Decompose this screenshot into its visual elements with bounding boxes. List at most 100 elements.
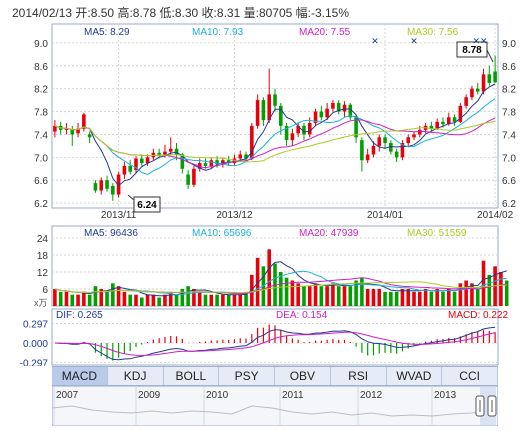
open-value: 8.50: [90, 6, 115, 20]
volume-bar: [134, 294, 138, 306]
volume-bar: [371, 289, 376, 306]
candle-body: [186, 174, 190, 185]
vol-ma30-line: [54, 281, 507, 294]
volume-tick-label: 24: [37, 234, 49, 245]
volume-bar: [267, 249, 272, 306]
price-x-tick-label: 2014/01: [367, 210, 404, 221]
candle-body: [203, 163, 208, 166]
legend-ma10: MA10: 7.93: [192, 27, 244, 38]
event-marker-icon: ✕: [410, 36, 418, 46]
volume-tick-label: 12: [37, 268, 49, 279]
candle-body: [284, 125, 289, 141]
macd-tick-label: 0.297: [23, 320, 48, 331]
candle-body: [278, 105, 283, 126]
volume-bar: [441, 291, 445, 306]
volume-bar: [238, 294, 243, 306]
volume-bar: [87, 294, 92, 306]
candle-body: [354, 117, 358, 138]
navigator-frame: [52, 386, 498, 426]
volume-bar: [122, 291, 127, 306]
volume-bar: [499, 272, 503, 306]
price-y-axis-left: 9.0 8.6 8.2 7.8 7.4 7.0 6.6 6.2: [34, 39, 48, 210]
range-navigator[interactable]: 2007 2009 2010 2011 2012 2013: [52, 386, 498, 426]
price-tick-label: 6.2: [502, 199, 516, 210]
volume-bar: [319, 286, 324, 306]
volume-bar: [192, 289, 196, 306]
vol-legend-ma10: MA10: 65696: [192, 228, 252, 239]
candle-body: [446, 117, 451, 125]
volume-bar: [53, 289, 57, 306]
macd-panel: 0.297 0.000 -0.297 DIF: 0.265 DEA: 0.154 M…: [20, 308, 508, 366]
candle-body: [267, 94, 272, 121]
low-value: 8.30: [174, 6, 199, 20]
indicator-tabs: MACD KDJ BOLL PSY OBV RSI WVAD CCI: [52, 366, 498, 386]
navigator-area-line: [52, 405, 483, 417]
tab-cci[interactable]: CCI: [442, 367, 498, 385]
candle-body: [365, 154, 370, 161]
quote-header: 2014/02/13 开:8.50 高:8.78 低:8.30 收:8.31 量…: [12, 4, 349, 21]
vol-legend-ma5: MA5: 96436: [84, 228, 138, 239]
candle-body: [394, 151, 399, 158]
moving-average-lines: [54, 83, 496, 187]
volume-ma-lines: [54, 261, 507, 297]
volume-bar: [215, 294, 219, 306]
candle-body: [313, 111, 318, 123]
change-label: 幅:: [295, 6, 311, 20]
candle-body: [128, 165, 132, 172]
volume-bar: [383, 291, 387, 306]
navigator-year-label: 2010: [206, 390, 229, 401]
tab-boll[interactable]: BOLL: [164, 367, 220, 385]
volume-bar: [458, 283, 463, 306]
close-value: 8.31: [216, 6, 241, 20]
right-handle-icon[interactable]: [487, 395, 497, 417]
price-tick-label: 7.0: [34, 153, 48, 164]
volume-bar: [348, 286, 353, 306]
candle-body: [180, 154, 185, 169]
candle-body: [412, 134, 416, 138]
volume-bar: [278, 272, 283, 306]
event-marker-icon: ✕: [371, 36, 379, 46]
tab-obv[interactable]: OBV: [275, 367, 331, 385]
navigator-year-label: 2009: [138, 390, 161, 401]
candle-body: [319, 111, 324, 118]
tab-kdj[interactable]: KDJ: [108, 367, 164, 385]
navigator-year-label: 2007: [56, 390, 79, 401]
tab-rsi[interactable]: RSI: [331, 367, 387, 385]
price-tick-label: 8.2: [34, 85, 48, 96]
tab-macd[interactable]: MACD: [52, 367, 108, 385]
candle-body: [377, 137, 382, 146]
volume-bar: [400, 289, 405, 306]
volume-bar: [226, 294, 231, 306]
volume-bar: [336, 286, 341, 306]
min-price-label: 6.24: [127, 194, 161, 213]
price-x-tick-label: 2013/11: [101, 210, 137, 221]
candle-body: [64, 128, 69, 130]
candle-body: [400, 143, 405, 158]
tab-wvad[interactable]: WVAD: [387, 367, 443, 385]
volume-bar: [284, 277, 289, 306]
volume-bar: [313, 283, 318, 306]
volume-bar: [174, 294, 179, 306]
volume-bar: [82, 291, 86, 306]
volume-tick-label: 6: [42, 285, 48, 296]
max-price-box: [456, 41, 488, 58]
candle-body: [452, 117, 457, 122]
price-tick-label: 6.6: [502, 176, 516, 187]
volume-bar: [423, 289, 428, 306]
price-tick-label: 8.6: [502, 62, 516, 73]
volume-bar: [163, 294, 167, 306]
ma30-line: [54, 120, 496, 163]
chart-canvas[interactable]: 9.0 8.6 8.2 7.8 7.4 7.0 6.6 6.2 9.0 8.6 8.2 7.8 7.4…: [0, 0, 525, 366]
volume-bar: [296, 283, 300, 306]
tab-psy[interactable]: PSY: [219, 367, 275, 385]
left-handle-icon[interactable]: [475, 395, 485, 417]
volume-bar: [244, 291, 248, 306]
max-price-label: 8.78: [456, 41, 494, 63]
low-label: 低:: [159, 6, 175, 20]
candle-body: [307, 123, 312, 135]
candle-body: [325, 108, 329, 118]
volume-bar: [325, 286, 329, 306]
navigator-year-label: 2013: [434, 390, 457, 401]
high-value: 8.78: [132, 6, 157, 20]
